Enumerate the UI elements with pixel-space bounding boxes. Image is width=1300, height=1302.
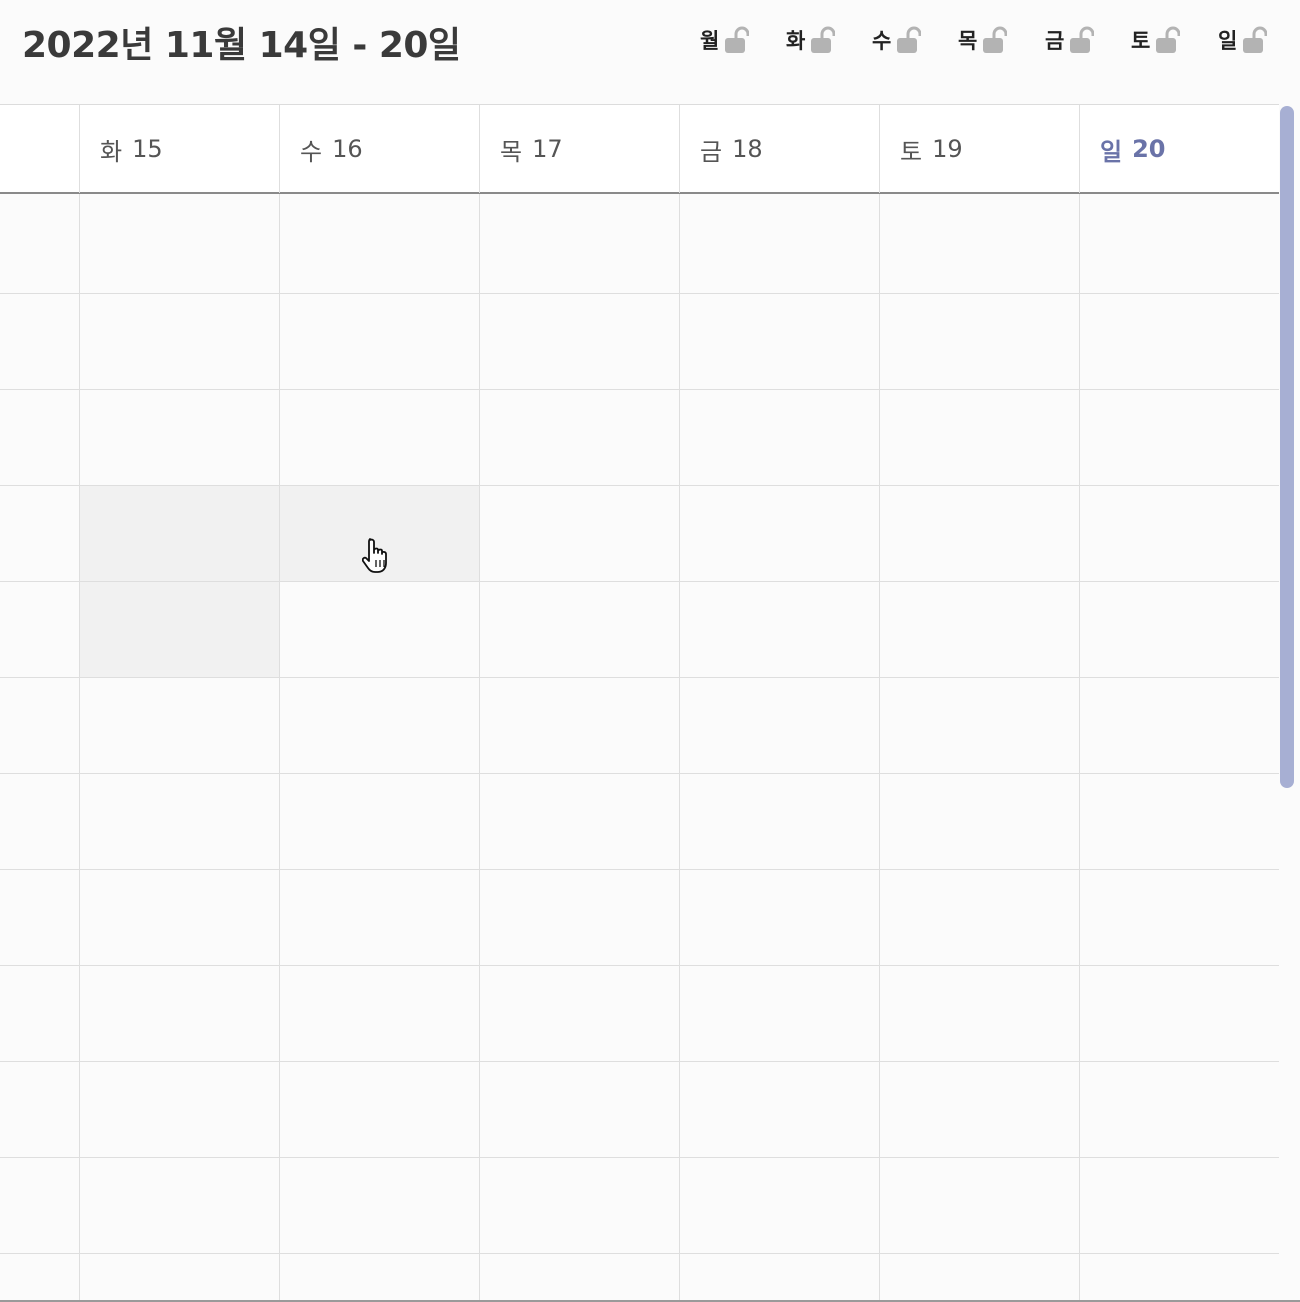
column-divider <box>879 194 880 1302</box>
day-header-tue[interactable]: 화 15 <box>79 105 279 193</box>
column-divider <box>679 194 680 1302</box>
day-header-thu[interactable]: 목 17 <box>479 105 679 193</box>
hand-pointer-cursor-icon <box>362 538 387 573</box>
week-grid: 화 15 수 16 목 17 금 18 토 19 일 20 <box>0 104 1279 1302</box>
day-name: 화 <box>100 137 123 166</box>
row-divider <box>0 965 1279 966</box>
row-divider <box>0 869 1279 870</box>
day-header-row: 화 15 수 16 목 17 금 18 토 19 일 20 <box>0 104 1279 194</box>
column-divider <box>1079 194 1080 1302</box>
lock-day-label: 수 <box>872 29 892 53</box>
unlock-icon <box>897 26 922 53</box>
day-name: 목 <box>500 137 523 166</box>
row-divider <box>0 1157 1279 1158</box>
row-divider <box>0 389 1279 390</box>
row-divider <box>0 485 1279 486</box>
lock-toggle-sun[interactable]: 일 <box>1218 24 1268 56</box>
column-divider <box>279 194 280 1302</box>
bottom-border <box>0 1300 1300 1302</box>
calendar-header: 2022년 11월 14일 - 20일 월 화 수 목 금 토 일 <box>0 0 1300 104</box>
day-date: 16 <box>332 135 363 163</box>
day-header-wed[interactable]: 수 16 <box>279 105 479 193</box>
row-divider <box>0 1253 1279 1254</box>
time-slot-selected[interactable] <box>79 485 279 581</box>
unlock-icon <box>1156 26 1181 53</box>
unlock-icon <box>1243 26 1268 53</box>
unlock-icon <box>1070 26 1095 53</box>
day-date: 18 <box>732 135 763 163</box>
lock-day-label: 일 <box>1218 29 1238 53</box>
unlock-icon <box>811 26 836 53</box>
day-date: 19 <box>932 135 963 163</box>
lock-toggle-sat[interactable]: 토 <box>1131 24 1181 56</box>
vertical-scrollbar-thumb[interactable] <box>1280 106 1294 788</box>
day-name: 토 <box>900 137 923 166</box>
day-name: 일 <box>1100 137 1123 166</box>
time-slot-grid[interactable] <box>0 194 1279 1302</box>
lock-day-label: 목 <box>958 29 978 53</box>
lock-toggle-mon[interactable]: 월 <box>700 24 750 56</box>
day-header-fri[interactable]: 금 18 <box>679 105 879 193</box>
lock-toggle-wed[interactable]: 수 <box>872 24 922 56</box>
column-divider <box>79 194 80 1302</box>
lock-toggle-thu[interactable]: 목 <box>958 24 1008 56</box>
week-range-title: 2022년 11월 14일 - 20일 <box>22 25 461 66</box>
day-date: 20 <box>1132 135 1166 163</box>
lock-toggle-tue[interactable]: 화 <box>786 24 836 56</box>
row-divider <box>0 1061 1279 1062</box>
time-slot-selected[interactable] <box>79 581 279 677</box>
lock-day-label: 화 <box>786 29 806 53</box>
unlock-icon <box>725 26 750 53</box>
column-divider <box>479 194 480 1302</box>
row-divider <box>0 677 1279 678</box>
day-name: 수 <box>300 137 323 166</box>
day-header-sat[interactable]: 토 19 <box>879 105 1079 193</box>
lock-day-label: 토 <box>1131 29 1151 53</box>
unlock-icon <box>983 26 1008 53</box>
row-divider <box>0 293 1279 294</box>
day-date: 17 <box>532 135 563 163</box>
day-date: 15 <box>132 135 163 163</box>
lock-day-label: 월 <box>700 29 720 53</box>
lock-day-label: 금 <box>1045 29 1065 53</box>
row-divider <box>0 581 1279 582</box>
day-header-sun-today[interactable]: 일 20 <box>1079 105 1279 193</box>
lock-toggle-fri[interactable]: 금 <box>1045 24 1095 56</box>
day-name: 금 <box>700 137 723 166</box>
row-divider <box>0 773 1279 774</box>
